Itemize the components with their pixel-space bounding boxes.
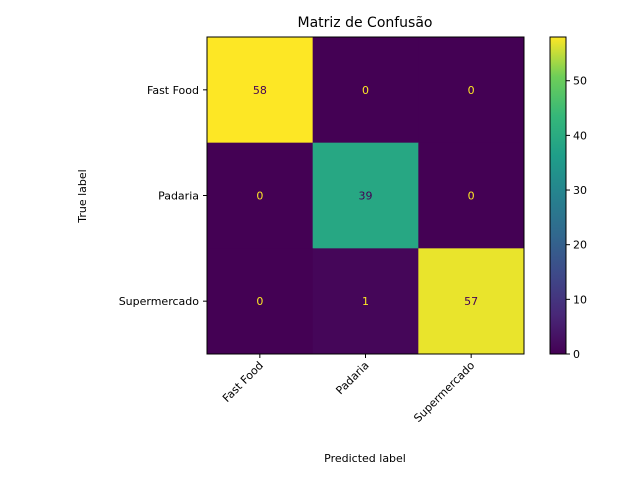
colorbar-tick-label: 50 bbox=[573, 75, 587, 88]
x-tick-label: Padaria bbox=[333, 359, 371, 397]
colorbar-ticks: 0 10 20 30 40 50 bbox=[566, 75, 587, 361]
y-axis-ticks: Fast Food Padaria Supermercado bbox=[119, 84, 207, 308]
x-tick-label: Supermercado bbox=[411, 359, 477, 425]
matrix-cell-value: 0 bbox=[468, 190, 475, 203]
matrix-cell bbox=[312, 142, 419, 249]
matrix-cell bbox=[207, 37, 314, 144]
matrix-cell-value: 0 bbox=[362, 84, 369, 97]
matrix-cell bbox=[207, 142, 314, 249]
matrix-cell bbox=[418, 248, 525, 355]
colorbar-tick-label: 10 bbox=[573, 293, 587, 306]
chart-title: Matriz de Confusão bbox=[298, 15, 433, 31]
matrix-cells bbox=[207, 37, 525, 355]
matrix-cell bbox=[312, 248, 419, 355]
colorbar-gradient bbox=[549, 36, 567, 355]
colorbar bbox=[549, 36, 567, 355]
colorbar-tick-label: 0 bbox=[573, 348, 580, 361]
matrix-cell-labels: 58 0 0 0 39 0 0 1 57 bbox=[253, 84, 478, 308]
colorbar-tick-label: 20 bbox=[573, 239, 587, 252]
matrix-cell-value: 0 bbox=[256, 190, 263, 203]
matrix-cell bbox=[207, 248, 314, 355]
x-axis-ticks: Fast Food Padaria Supermercado bbox=[220, 354, 477, 425]
matrix-cell-value: 0 bbox=[256, 295, 263, 308]
colorbar-tick-label: 30 bbox=[573, 184, 587, 197]
x-tick-label: Fast Food bbox=[220, 359, 266, 405]
colorbar-tick-label: 40 bbox=[573, 129, 587, 142]
y-axis-label: True label bbox=[76, 169, 89, 223]
matrix-cell-value: 39 bbox=[359, 190, 373, 203]
matrix-cell-value: 0 bbox=[468, 84, 475, 97]
y-tick-label: Fast Food bbox=[147, 84, 199, 97]
matrix-cell bbox=[418, 37, 525, 144]
matrix-cell bbox=[418, 142, 525, 249]
x-axis-label: Predicted label bbox=[324, 452, 406, 465]
matrix-cell bbox=[312, 37, 419, 144]
matrix-cell-value: 58 bbox=[253, 84, 267, 97]
y-tick-label: Supermercado bbox=[119, 295, 200, 308]
matrix-cell-value: 1 bbox=[362, 295, 369, 308]
matrix-cell-value: 57 bbox=[464, 295, 478, 308]
y-tick-label: Padaria bbox=[158, 190, 199, 203]
